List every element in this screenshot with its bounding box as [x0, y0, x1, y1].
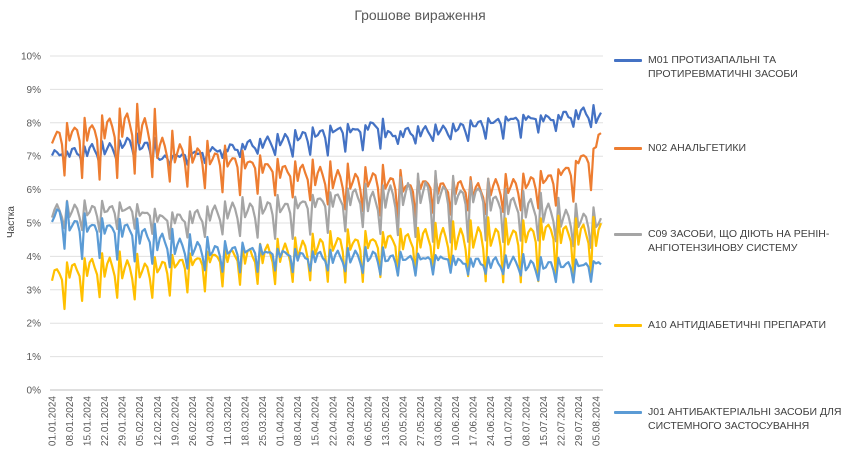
- x-tick-label: 06.05.2024: [363, 396, 374, 446]
- y-tick-label: 0%: [27, 386, 42, 397]
- x-tick-label: 01.07.2024: [504, 396, 515, 446]
- x-tick-label: 03.06.2024: [434, 396, 445, 446]
- x-tick-label: 29.07.2024: [574, 396, 585, 446]
- x-tick-label: 15.07.2024: [539, 396, 550, 446]
- series-line: [51, 103, 602, 167]
- x-tick-label: 11.03.2024: [223, 396, 234, 446]
- x-tick-label: 01.01.2024: [48, 396, 59, 446]
- x-tick-label: 04.03.2024: [205, 396, 216, 446]
- legend-item-a10: A10 АНТИДІАБЕТИЧНІ ПРЕПАРАТИ: [614, 318, 844, 332]
- x-tick-label: 29.04.2024: [346, 396, 357, 446]
- y-tick-label: 7%: [27, 152, 42, 163]
- x-tick-label: 29.01.2024: [118, 396, 129, 446]
- legend-swatch: [614, 59, 642, 62]
- x-tick-label: 08.04.2024: [293, 396, 304, 446]
- y-tick-label: 9%: [27, 85, 42, 96]
- series-line: [50, 102, 602, 220]
- x-tick-label: 05.08.2024: [591, 396, 602, 446]
- legend-label: N02 АНАЛЬГЕТИКИ: [648, 142, 747, 154]
- x-tick-label: 26.02.2024: [188, 396, 199, 446]
- y-tick-label: 10%: [21, 52, 41, 63]
- legend-label: J01 АНТИБАКТЕРІАЛЬНІ ЗАСОБИ ДЛЯ СИСТЕМНО…: [648, 406, 842, 432]
- x-tick-label: 08.07.2024: [521, 396, 532, 446]
- x-tick-label: 24.06.2024: [486, 396, 497, 446]
- x-tick-label: 22.04.2024: [328, 396, 339, 446]
- x-tick-label: 15.04.2024: [311, 396, 322, 446]
- y-axis-title: Частка: [6, 206, 17, 238]
- legend-label: A10 АНТИДІАБЕТИЧНІ ПРЕПАРАТИ: [648, 319, 826, 331]
- series-line: [50, 169, 603, 249]
- x-tick-label: 27.05.2024: [416, 396, 427, 446]
- legend-item-m01: M01 ПРОТИЗАПАЛЬНІ ТА ПРОТИРЕВМАТИЧНІ ЗАС…: [614, 53, 844, 81]
- y-tick-label: 1%: [27, 352, 42, 363]
- x-tick-label: 12.02.2024: [153, 396, 164, 446]
- y-tick-label: 4%: [27, 252, 42, 263]
- legend-swatch: [614, 233, 642, 236]
- x-tick-label: 15.01.2024: [83, 396, 94, 446]
- legend-label: M01 ПРОТИЗАПАЛЬНІ ТА ПРОТИРЕВМАТИЧНІ ЗАС…: [648, 54, 798, 80]
- y-tick-label: 3%: [27, 285, 42, 296]
- x-tick-label: 17.06.2024: [469, 396, 480, 446]
- x-tick-label: 22.07.2024: [556, 396, 567, 446]
- x-tick-label: 25.03.2024: [258, 396, 269, 446]
- x-tick-label: 18.03.2024: [241, 396, 252, 446]
- chart-title: Грошове вираження: [354, 7, 485, 23]
- series-lines: [50, 102, 603, 311]
- legend-label: C09 ЗАСОБИ, ЩО ДІЮТЬ НА РЕНІН-АНГІОТЕНЗИ…: [648, 228, 830, 254]
- y-tick-label: 5%: [27, 219, 42, 230]
- y-tick-label: 8%: [27, 118, 42, 129]
- legend-item-n02: N02 АНАЛЬГЕТИКИ: [614, 141, 844, 155]
- x-tick-label: 05.02.2024: [135, 396, 146, 446]
- x-tick-label: 10.06.2024: [451, 396, 462, 446]
- x-tick-label: 19.02.2024: [170, 396, 181, 446]
- x-tick-label: 08.01.2024: [65, 396, 76, 446]
- series-line: [51, 200, 602, 284]
- y-axis-ticks: 0% 1% 2% 3% 4% 5% 6% 7% 8% 9% 10%: [21, 52, 41, 397]
- legend-item-c09: C09 ЗАСОБИ, ЩО ДІЮТЬ НА РЕНІН-АНГІОТЕНЗИ…: [614, 227, 844, 255]
- x-tick-label: 13.05.2024: [381, 396, 392, 446]
- x-tick-label: 20.05.2024: [398, 396, 409, 446]
- x-axis-ticks: 01.01.2024 08.01.2024 15.01.2024 22.01.2024…: [48, 396, 603, 446]
- x-tick-label: 22.01.2024: [100, 396, 111, 446]
- y-tick-label: 2%: [27, 319, 42, 330]
- legend-swatch: [614, 411, 642, 414]
- legend-swatch: [614, 147, 642, 150]
- legend-swatch: [614, 324, 642, 327]
- legend-item-j01: J01 АНТИБАКТЕРІАЛЬНІ ЗАСОБИ ДЛЯ СИСТЕМНО…: [614, 405, 844, 433]
- x-tick-label: 01.04.2024: [276, 396, 287, 446]
- y-tick-label: 6%: [27, 185, 42, 196]
